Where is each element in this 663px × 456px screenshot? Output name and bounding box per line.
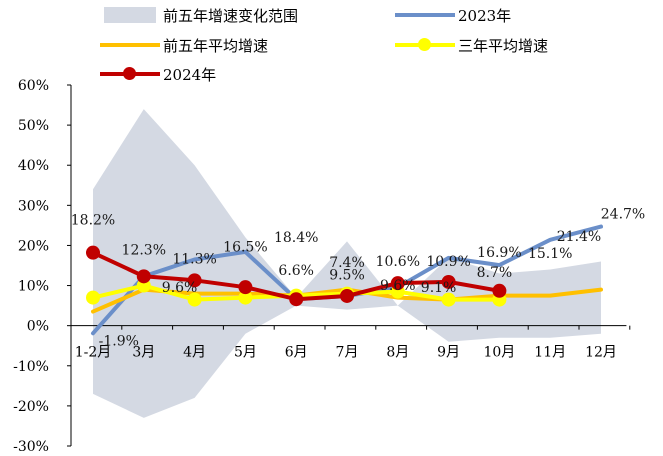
- legend-swatch-three-year-avg: [395, 34, 455, 56]
- x-tick-label: 8月: [386, 345, 409, 361]
- y-tick-label: 30%: [18, 198, 49, 214]
- series-point-2: [86, 290, 100, 305]
- legend-item-band: 前五年增速变化范围: [100, 4, 298, 26]
- data-label: 9.6%: [162, 280, 198, 296]
- series-point-3: [86, 245, 100, 260]
- legend-swatch-2024: [100, 63, 160, 85]
- data-label: 8.7%: [477, 265, 513, 281]
- x-tick-label: 7月: [336, 345, 359, 361]
- data-label: 21.4%: [557, 229, 601, 245]
- data-label: -1.9%: [99, 333, 139, 349]
- x-tick-label: 11月: [534, 345, 566, 361]
- legend-label-2023: 2023年: [458, 6, 512, 25]
- x-tick-label: 6月: [285, 345, 308, 361]
- series-point-3: [289, 292, 304, 307]
- x-tick-label: 10月: [483, 345, 515, 361]
- data-label: 16.5%: [223, 239, 267, 255]
- x-tick-label: 1-2月: [75, 345, 112, 361]
- x-tick-label: 4月: [183, 345, 206, 361]
- data-label: 18.4%: [274, 230, 318, 246]
- series-point-3: [492, 283, 507, 298]
- series-point-3: [390, 276, 405, 291]
- data-label: 9.5%: [329, 268, 365, 284]
- series-point-3: [441, 274, 456, 289]
- data-label: 11.3%: [172, 251, 216, 267]
- y-tick-label: -30%: [13, 439, 49, 455]
- data-label: 9.1%: [421, 280, 457, 296]
- legend-label-five-year-avg: 前五年平均增速: [163, 36, 269, 55]
- y-tick-label: 50%: [18, 118, 49, 134]
- series-point-3: [340, 288, 354, 303]
- y-tick-label: -10%: [13, 359, 49, 375]
- legend-item-2024: 2024年: [100, 63, 216, 85]
- y-tick-label: 10%: [18, 279, 49, 295]
- data-label: 6.6%: [278, 263, 314, 279]
- y-tick-label: 60%: [18, 78, 49, 94]
- y-tick-label: 0%: [27, 319, 49, 335]
- data-label: 9.6%: [380, 278, 416, 294]
- series-point-3: [136, 269, 151, 284]
- x-tick-label: 9月: [437, 345, 460, 361]
- legend: 前五年增速变化范围 2023年 前五年平均增速 三年平均增速 2024年: [0, 0, 663, 84]
- legend-label-band: 前五年增速变化范围: [163, 6, 299, 25]
- range-band: [93, 109, 601, 418]
- series-point-3: [238, 280, 253, 295]
- x-tick-label: 3月: [132, 345, 155, 361]
- data-label: 15.1%: [528, 246, 572, 262]
- data-label: 10.9%: [426, 254, 470, 270]
- legend-item-three-year-avg: 三年平均增速: [395, 34, 548, 56]
- series-point-2: [441, 292, 456, 307]
- y-tick-label: 40%: [18, 158, 49, 174]
- y-tick-label: -20%: [13, 399, 49, 415]
- data-label: 18.2%: [71, 213, 115, 229]
- data-label: 16.9%: [477, 245, 521, 261]
- legend-label-three-year-avg: 三年平均增速: [458, 36, 549, 55]
- data-label: 10.6%: [376, 254, 420, 270]
- legend-swatch-2023: [395, 4, 455, 26]
- legend-swatch-band: [100, 4, 160, 26]
- data-label: 7.4%: [329, 255, 365, 271]
- y-tick-label: 20%: [18, 238, 49, 254]
- series-point-2: [238, 290, 253, 305]
- legend-label-2024: 2024年: [163, 65, 217, 84]
- series-point-3: [187, 273, 202, 288]
- x-tick-label: 5月: [234, 345, 257, 361]
- legend-item-five-year-avg: 前五年平均增速: [100, 34, 268, 56]
- data-label: 24.7%: [601, 207, 645, 223]
- series-point-2: [187, 292, 202, 307]
- legend-item-2023: 2023年: [395, 4, 511, 26]
- data-label: 12.3%: [122, 242, 166, 258]
- x-tick-label: 12月: [585, 345, 617, 361]
- legend-swatch-five-year-avg: [100, 34, 160, 56]
